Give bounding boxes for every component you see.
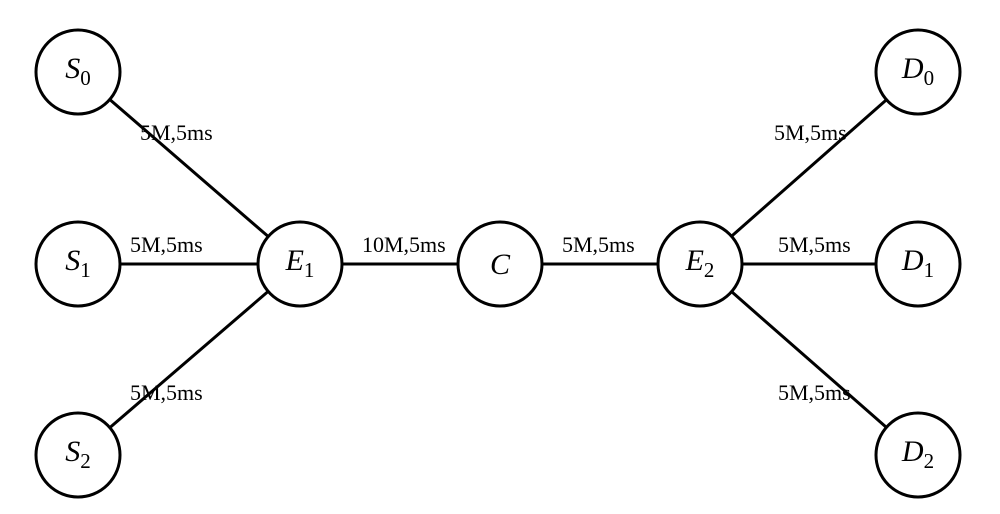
- node-D1: D1: [876, 222, 960, 306]
- node-label-main-D2: D: [901, 435, 924, 468]
- network-diagram: 5M,5ms 5M,5ms 5M,5ms 10M,5ms 5M,5ms 5M,5ms 5M,…: [0, 0, 1000, 514]
- node-label-main-D1: D: [901, 244, 924, 277]
- node-label-main-C: C: [490, 248, 511, 281]
- node-C: C: [458, 222, 542, 306]
- node-label-C: C: [490, 248, 511, 281]
- node-label-main-S1: S: [65, 244, 80, 277]
- edge-label-E2-D1: 5M,5ms: [778, 232, 851, 257]
- node-label-main-S2: S: [65, 435, 80, 468]
- node-S2: S2: [36, 413, 120, 497]
- node-label-main-D0: D: [901, 52, 924, 85]
- node-label-sub-S1: 1: [80, 258, 91, 282]
- edge-label-S1-E1: 5M,5ms: [130, 232, 203, 257]
- node-D2: D2: [876, 413, 960, 497]
- node-S1: S1: [36, 222, 120, 306]
- node-D0: D0: [876, 30, 960, 114]
- edge-label-E2-D2: 5M,5ms: [778, 380, 851, 405]
- node-label-sub-D2: 2: [924, 449, 935, 473]
- node-E1: E1: [258, 222, 342, 306]
- node-label-sub-D0: 0: [924, 66, 935, 90]
- node-label-main-E2: E: [685, 244, 704, 277]
- edge-label-S2-E1: 5M,5ms: [130, 380, 203, 405]
- edge-label-S0-E1: 5M,5ms: [140, 120, 213, 145]
- edge-label-C-E2: 5M,5ms: [562, 232, 635, 257]
- edge-label-E2-D0: 5M,5ms: [774, 120, 847, 145]
- node-S0: S0: [36, 30, 120, 114]
- node-label-sub-D1: 1: [924, 258, 935, 282]
- node-label-sub-E1: 1: [304, 258, 315, 282]
- node-label-main-E1: E: [285, 244, 304, 277]
- node-label-sub-S2: 2: [80, 449, 91, 473]
- edge-label-E1-C: 10M,5ms: [362, 232, 446, 257]
- node-E2: E2: [658, 222, 742, 306]
- node-label-sub-E2: 2: [704, 258, 715, 282]
- edge-S2-E1: [110, 291, 268, 427]
- node-label-sub-S0: 0: [80, 66, 91, 90]
- node-label-main-S0: S: [65, 52, 80, 85]
- edge-E2-D2: [732, 292, 887, 428]
